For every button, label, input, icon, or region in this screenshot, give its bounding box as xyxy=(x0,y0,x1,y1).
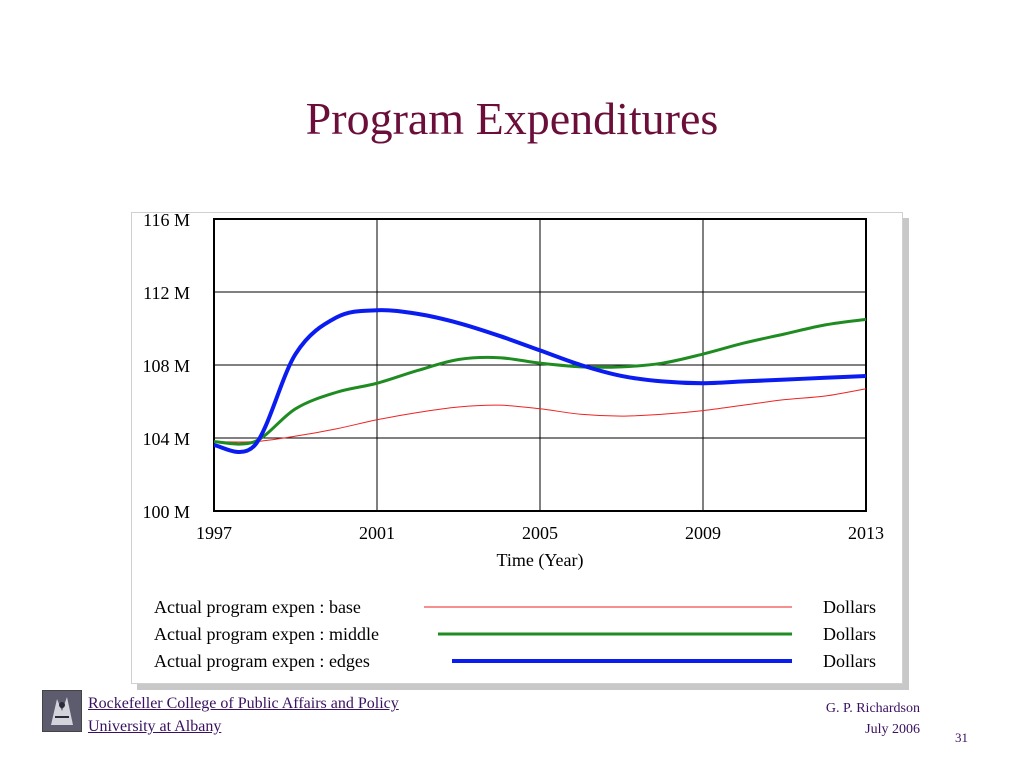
footer-college: Rockefeller College of Public Affairs an… xyxy=(88,692,399,738)
y-tick-label: 112 M xyxy=(143,283,190,303)
legend-units: Dollars xyxy=(823,651,876,671)
x-tick-label: 2001 xyxy=(359,523,395,543)
y-tick-label: 116 M xyxy=(143,213,190,230)
x-tick-label: 2013 xyxy=(848,523,884,543)
series-line-middle xyxy=(213,317,867,446)
line-chart: 100 M 104 M 108 M 112 M 116 M 1997 2001 2005 200… xyxy=(142,213,884,671)
chart-panel: 100 M 104 M 108 M 112 M 116 M 1997 2001 2005 200… xyxy=(131,212,903,684)
y-tick-label: 108 M xyxy=(142,356,190,376)
legend-units: Dollars xyxy=(823,597,876,617)
college-name: Rockefeller College of Public Affairs an… xyxy=(88,695,399,712)
presentation-date: July 2006 xyxy=(865,722,920,737)
author-name: G. P. Richardson xyxy=(825,701,920,716)
university-name: University at Albany xyxy=(88,718,222,735)
x-tick-label: 2005 xyxy=(522,523,558,543)
slide-title: Program Expenditures xyxy=(305,93,719,144)
legend-units: Dollars xyxy=(823,624,876,644)
page-number: 31 xyxy=(955,730,968,745)
legend-label: Actual program expen : base xyxy=(154,597,361,617)
x-axis-label: Time (Year) xyxy=(496,550,583,571)
series-line-edges xyxy=(213,308,867,454)
footer-author: G. P. Richardson July 2006 xyxy=(826,698,920,740)
plot-frame xyxy=(213,218,867,512)
y-tick-label: 104 M xyxy=(142,429,190,449)
legend-label: Actual program expen : middle xyxy=(154,624,379,644)
x-tick-label: 2009 xyxy=(685,523,721,543)
y-tick-label: 100 M xyxy=(142,502,190,522)
college-seal-icon xyxy=(42,690,82,732)
legend-label: Actual program expen : edges xyxy=(154,651,370,671)
series-line-base xyxy=(213,388,867,443)
x-tick-label: 1997 xyxy=(196,523,232,543)
